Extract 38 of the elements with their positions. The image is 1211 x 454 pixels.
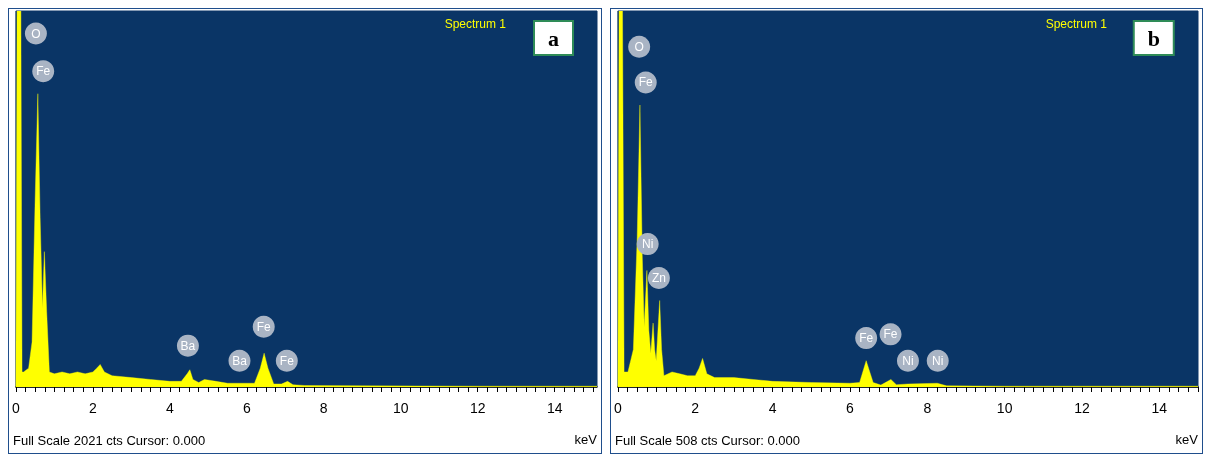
x-tick-label: 14 [546, 400, 563, 416]
x-tick-label: 12 [469, 400, 486, 416]
annotation: Zn [651, 270, 666, 285]
annotation: Ni [902, 353, 914, 368]
annotation: Ba [180, 338, 196, 353]
annotation: Ni [932, 353, 944, 368]
text: Spectrum 1 [444, 17, 507, 31]
annotation: Fe [279, 353, 295, 368]
annotation: Fe [859, 331, 874, 346]
x-tick-label: 14 [1151, 400, 1168, 416]
annotation: Ni [642, 237, 654, 252]
x-axis-title: keV [1175, 432, 1199, 447]
annotation: Fe [36, 64, 51, 79]
x-tick-label: 2 [691, 400, 700, 416]
x-tick-label: 8 [923, 400, 932, 416]
x-tick-label: 4 [165, 400, 174, 416]
annotation: Ba [232, 353, 248, 368]
x-tick-label: 10 [392, 400, 409, 416]
annotation: Fe [256, 319, 272, 334]
x-tick-label: 6 [846, 400, 855, 416]
text: Full Scale 2021 cts Cursor: 0.000 [13, 433, 206, 448]
x-tick-label: 10 [996, 400, 1013, 416]
x-axis-title: keV [574, 432, 598, 447]
x-tick-label: 0 [613, 400, 622, 416]
annotation: Fe [638, 75, 654, 90]
x-tick-label: 8 [319, 400, 328, 416]
x-tick-label: 4 [768, 400, 777, 416]
annotation: O [31, 26, 41, 41]
annotation: Fe [883, 327, 898, 342]
text: Full Scale 508 cts Cursor: 0.000 [615, 433, 800, 448]
text: b [1147, 25, 1161, 51]
x-tick-label: 2 [88, 400, 97, 416]
x-tick-label: 12 [1074, 400, 1090, 416]
annotation: O [634, 39, 644, 54]
text: Spectrum 1 [1045, 17, 1108, 31]
x-tick-label: 0 [11, 400, 20, 416]
x-tick-label: 6 [242, 400, 251, 416]
text: a [548, 25, 559, 51]
